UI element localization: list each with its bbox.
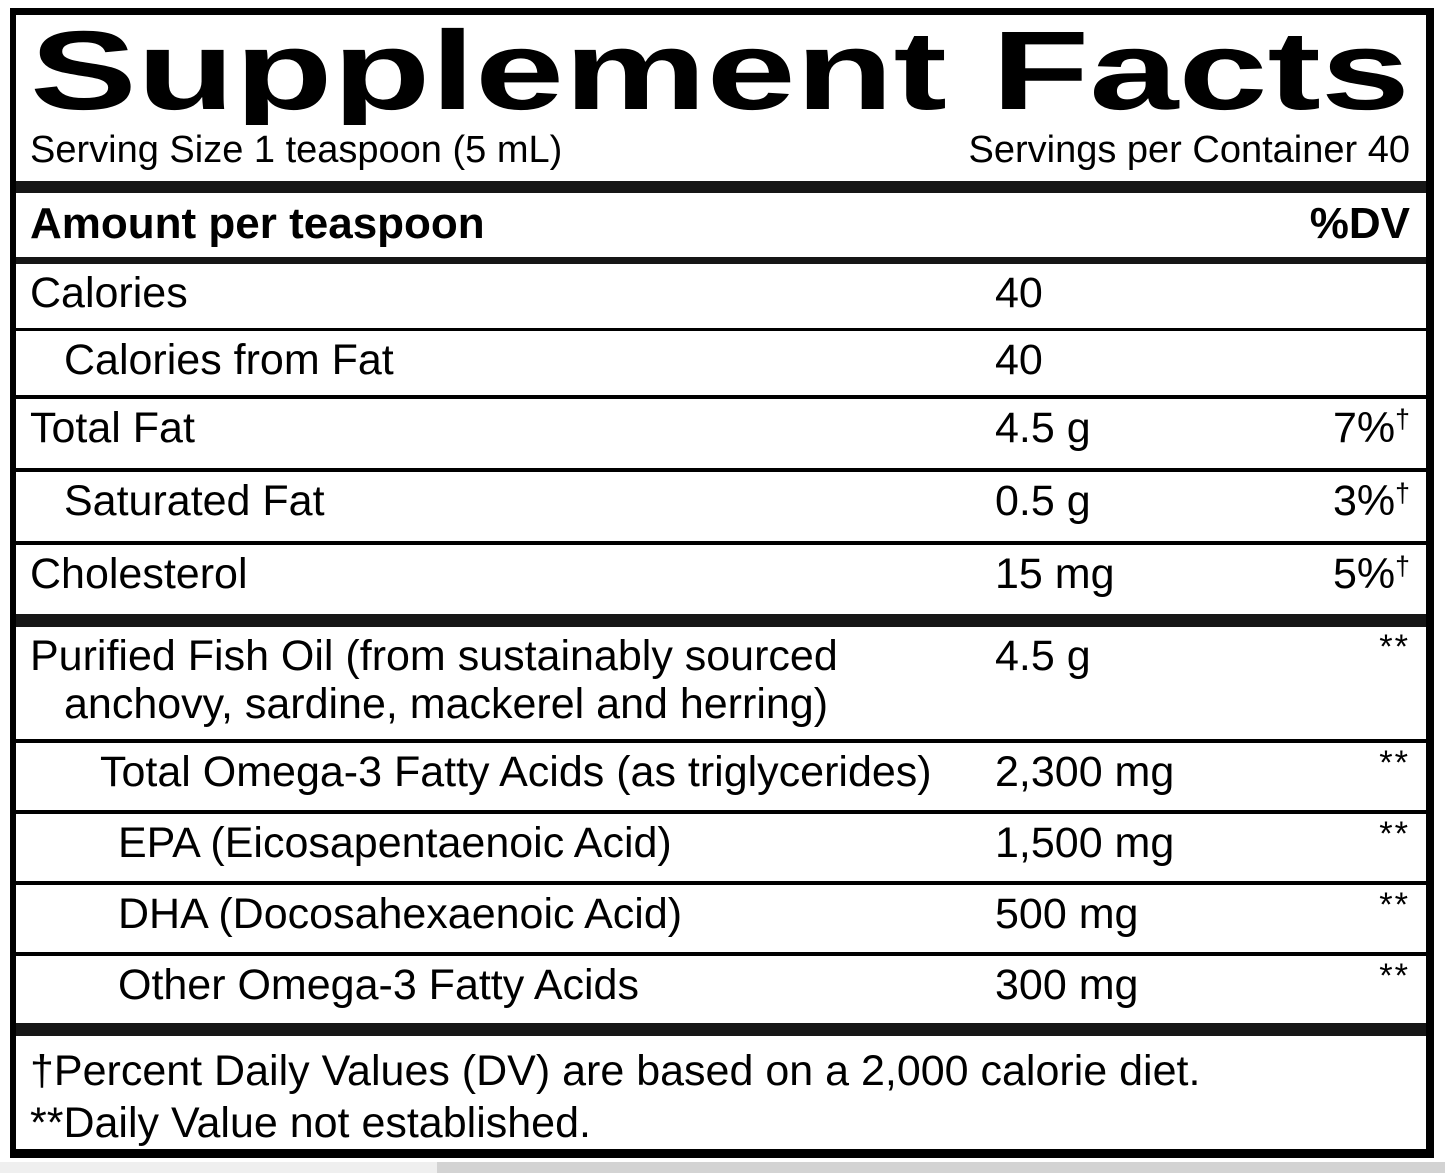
nutrient-amount: 4.5 g [995, 631, 1091, 680]
footnote-daily-values: †Percent Daily Values (DV) are based on … [30, 1047, 1201, 1096]
nutrient-dv: 3%† [1333, 476, 1410, 525]
nutrient-amount: 500 mg [995, 890, 1139, 939]
nutrient-name: Saturated Fat [64, 476, 325, 525]
nutrient-amount: 4.5 g [995, 403, 1091, 452]
divider [16, 809, 1426, 815]
divider [16, 327, 1426, 331]
footnotes: †Percent Daily Values (DV) are based on … [16, 1036, 1426, 1149]
nutrient-name: Other Omega-3 Fatty Acids [118, 961, 639, 1010]
table-header: Amount per teaspoon %DV [16, 193, 1426, 257]
divider [16, 738, 1426, 743]
thick-divider [16, 614, 1426, 627]
page-title: Supplement Facts [30, 21, 1410, 125]
title-wrap: Supplement Facts [16, 15, 1426, 127]
table-row-total-fat: Total Fat 4.5 g 7%† [16, 399, 1426, 468]
label-box: Supplement Facts Serving Size 1 teaspoon… [10, 8, 1434, 1158]
nutrient-name: EPA (Eicosapentaenoic Acid) [118, 819, 672, 868]
serving-size-label: Serving Size 1 teaspoon (5 mL) [30, 129, 563, 171]
nutrient-amount: 0.5 g [995, 476, 1091, 525]
table-row-purified-fish-oil: Purified Fish Oil (from sustainably sour… [16, 627, 1426, 739]
nutrient-name: Calories from Fat [64, 335, 394, 384]
nutrient-amount: 40 [995, 335, 1043, 384]
table-row-calories: Calories 40 [16, 264, 1426, 328]
nutrient-dv: ** [1379, 743, 1410, 782]
amount-header-label: Amount per teaspoon [30, 198, 485, 248]
divider [16, 952, 1426, 957]
nutrient-amount: 1,500 mg [995, 819, 1175, 868]
nutrient-dv: ** [1379, 815, 1410, 854]
servings-per-container-label: Servings per Container 40 [968, 129, 1410, 171]
table-row-cholesterol: Cholesterol 15 mg 5%† [16, 545, 1426, 614]
horizontal-scrollbar-thumb[interactable] [437, 1162, 1445, 1173]
nutrient-amount: 2,300 mg [995, 747, 1175, 796]
title-svg: Supplement Facts [30, 21, 1410, 125]
nutrient-name: Total Omega-3 Fatty Acids (as triglyceri… [100, 747, 932, 796]
nutrient-dv: ** [1379, 957, 1410, 996]
footnote-not-established: **Daily Value not established. [30, 1099, 591, 1148]
table-row-calories-from-fat: Calories from Fat 40 [16, 331, 1426, 395]
thick-divider [16, 1023, 1426, 1037]
nutrient-amount: 40 [995, 268, 1043, 317]
nutrient-dv: ** [1379, 627, 1410, 666]
nutrient-amount: 300 mg [995, 961, 1139, 1010]
divider [16, 881, 1426, 886]
table-row-saturated-fat: Saturated Fat 0.5 g 3%† [16, 472, 1426, 541]
serving-row: Serving Size 1 teaspoon (5 mL) Servings … [16, 127, 1426, 181]
thick-divider [16, 181, 1426, 193]
nutrient-dv: ** [1379, 886, 1410, 925]
divider [16, 540, 1426, 546]
nutrient-name: Cholesterol [30, 550, 248, 599]
dv-header-label: %DV [1309, 198, 1410, 248]
table-row-total-omega3: Total Omega-3 Fatty Acids (as triglyceri… [16, 743, 1426, 810]
horizontal-scrollbar-track[interactable] [0, 1162, 1445, 1173]
nutrient-dv: 7%† [1333, 403, 1410, 452]
divider [16, 394, 1426, 399]
nutrient-name: Calories [30, 268, 188, 317]
table-row-epa: EPA (Eicosapentaenoic Acid) 1,500 mg ** [16, 814, 1426, 881]
nutrient-name: DHA (Docosahexaenoic Acid) [118, 890, 683, 939]
table-row-other-omega3: Other Omega-3 Fatty Acids 300 mg ** [16, 956, 1426, 1023]
nutrient-dv: 5%† [1333, 550, 1410, 599]
nutrient-name: Total Fat [30, 403, 195, 452]
header-divider [16, 256, 1426, 264]
nutrient-amount: 15 mg [995, 550, 1115, 599]
nutrient-name: Purified Fish Oil (from sustainably sour… [30, 631, 838, 728]
table-row-dha: DHA (Docosahexaenoic Acid) 500 mg ** [16, 885, 1426, 952]
divider [16, 467, 1426, 472]
